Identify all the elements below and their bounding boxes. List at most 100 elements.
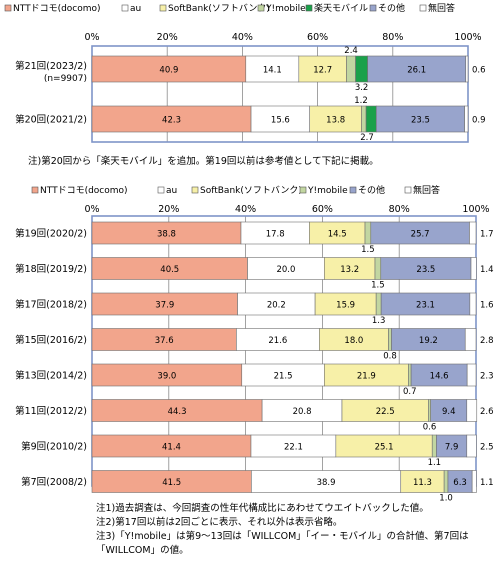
category-label: 第21回(2023/2) (15, 60, 87, 72)
data-label: 23.5 (416, 265, 435, 275)
data-label: 39.0 (157, 372, 176, 382)
category-label: 第18回(2019/2) (15, 263, 87, 275)
category-label: 第20回(2021/2) (15, 114, 87, 126)
bar-segment (466, 434, 477, 458)
data-label: 22.1 (284, 443, 303, 453)
data-label: 1.7 (480, 230, 494, 240)
data-label: 1.5 (371, 281, 385, 291)
tick-label: 80% (382, 32, 403, 43)
bar-segment (465, 55, 469, 83)
bar-segment (443, 470, 449, 493)
legend-label: NTTドコモ(docomo) (40, 186, 128, 196)
legend-swatch (191, 186, 199, 194)
data-label: 9.4 (442, 407, 456, 417)
tick-label: 100% (454, 32, 481, 43)
tick-label: 40% (235, 204, 256, 215)
bar-segment (364, 221, 372, 245)
legend-label: 楽天モバイル (314, 2, 368, 14)
footnote-1: 注1)過去調査は、今回調査の性年代構成比にあわせてウエイトバックした値。 (96, 503, 429, 514)
legend-label: その他 (358, 184, 385, 196)
data-label: 21.9 (357, 372, 376, 382)
data-label: 19.2 (419, 336, 438, 346)
data-label: 14.5 (328, 230, 347, 240)
data-label: 41.4 (162, 443, 181, 453)
data-label: 15.9 (336, 301, 355, 311)
legend-label: SoftBank(ソフトバンク) (168, 3, 270, 14)
data-label: 2.5 (480, 443, 494, 453)
footnote-2: 注2)第17回以前は2回ごとに表示、それ以外は表示省略。 (96, 517, 343, 528)
data-label: 1.5 (361, 245, 375, 255)
data-label: 44.3 (168, 407, 187, 417)
bar-segment (470, 257, 477, 280)
data-label: 17.8 (266, 230, 285, 240)
bar-segment (91, 105, 252, 133)
data-label: 13.2 (340, 265, 359, 275)
data-label: 41.5 (162, 478, 181, 488)
bar-segment (464, 105, 469, 133)
bar-segment (361, 105, 367, 133)
bar-segment (355, 55, 368, 83)
bar-segment (309, 105, 362, 133)
data-label: 18.0 (344, 336, 363, 346)
data-label: 0.9 (472, 116, 486, 126)
data-label: 0.6 (472, 66, 486, 76)
bar-segment (298, 55, 347, 83)
data-label: 1.3 (372, 316, 386, 326)
data-label: 7.9 (445, 443, 459, 453)
bar-segment (375, 292, 382, 316)
data-label: 26.1 (407, 66, 426, 76)
data-label: 40.9 (159, 66, 178, 76)
data-label: 1.6 (480, 301, 494, 311)
bar-segment (471, 470, 477, 493)
data-label: 13.8 (326, 116, 345, 126)
legend-label: Y!mobile (265, 4, 306, 14)
data-label: 3.2 (355, 83, 369, 93)
data-label: 1.0 (439, 494, 453, 504)
legend-swatch (257, 4, 265, 12)
legend-swatch (404, 186, 412, 194)
legend-swatch (419, 4, 427, 12)
category-label: 第9回(2010/2) (21, 441, 87, 453)
category-label: 第13回(2014/2) (15, 370, 87, 382)
bar-segment (375, 105, 465, 133)
data-label: 40.5 (160, 265, 179, 275)
legend-label: au (166, 186, 177, 196)
footnote-3: 注3)「Y!mobile」は第9～13回は「WILLCOM」「イー・モバイル」の… (96, 531, 469, 542)
bar-segment (365, 105, 377, 133)
bar-segment (91, 55, 247, 83)
footnote-3-cont: 「WILLCOM」の値。 (96, 545, 189, 556)
bar-segment (346, 55, 356, 83)
tick-label: 40% (232, 32, 253, 43)
legend-label: NTTドコモ(docomo) (13, 4, 101, 14)
data-label: 14.6 (430, 372, 449, 382)
legend-label: その他 (378, 2, 405, 14)
tick-label: 100% (462, 204, 489, 215)
data-label: 14.1 (263, 66, 282, 76)
data-label: 22.5 (376, 407, 395, 417)
bar-segment (466, 363, 477, 387)
legend-swatch (157, 186, 165, 194)
bar-segment (408, 363, 412, 387)
data-label: 2.7 (360, 133, 374, 143)
legend-swatch (299, 186, 307, 194)
bar-segment (466, 399, 478, 422)
data-label: 1.1 (428, 458, 442, 468)
bar-segment (469, 292, 477, 316)
bar-segment (388, 328, 392, 351)
data-label: 38.9 (317, 478, 336, 488)
tick-label: 60% (312, 204, 333, 215)
data-label: 2.6 (480, 407, 494, 417)
data-label: 37.6 (155, 336, 174, 346)
data-label: 25.7 (411, 230, 430, 240)
legend-label: SoftBank(ソフトバンク) (200, 185, 302, 196)
tick-label: 0% (84, 204, 99, 215)
data-label: 1.2 (354, 96, 368, 106)
bar-segment (428, 399, 431, 422)
legend-swatch (305, 4, 313, 12)
bar-segment (464, 328, 477, 351)
bar-segment (367, 55, 467, 83)
tick-label: 60% (307, 32, 328, 43)
bar-segment (245, 55, 300, 83)
category-label: 第15回(2016/2) (15, 334, 87, 346)
